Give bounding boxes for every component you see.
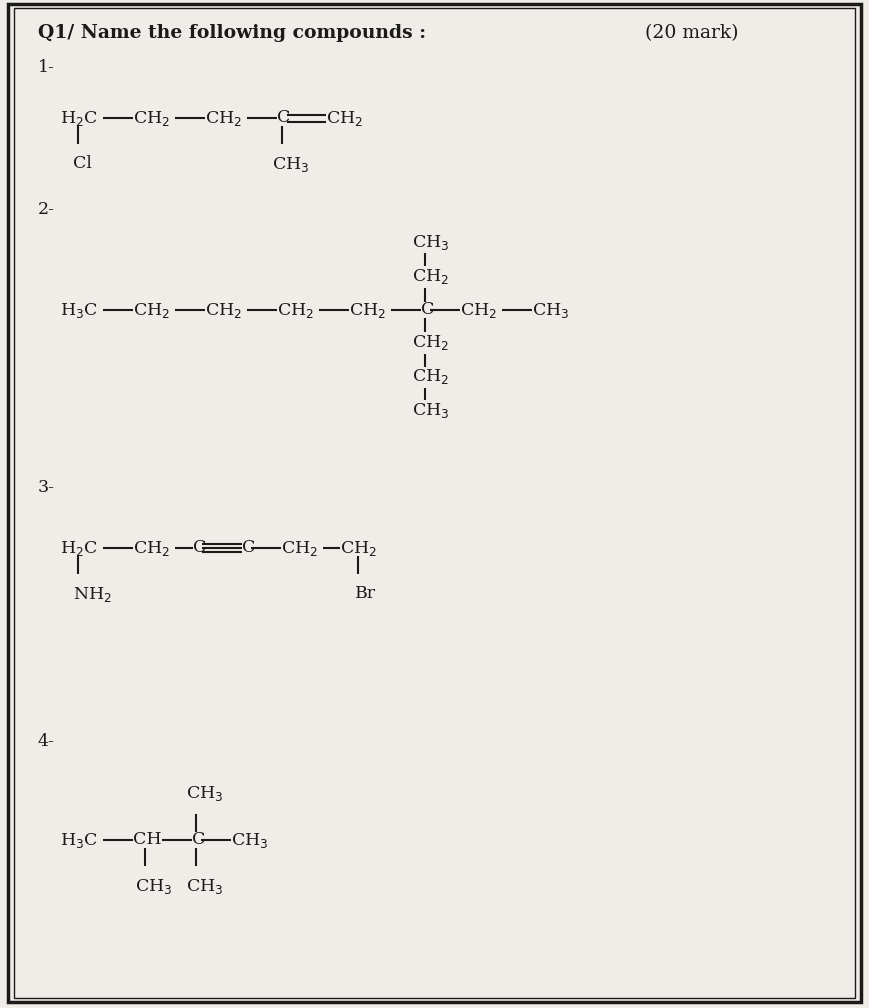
Text: 4-: 4- [38, 734, 55, 751]
Text: CH: CH [133, 832, 162, 849]
Text: CH$_3$: CH$_3$ [186, 877, 223, 896]
Text: H$_3$C: H$_3$C [60, 831, 98, 850]
Text: Cl: Cl [73, 155, 92, 172]
Text: Q1/ Name the following compounds :: Q1/ Name the following compounds : [38, 24, 426, 42]
Text: CH$_2$: CH$_2$ [281, 538, 318, 557]
Text: H$_2$C: H$_2$C [60, 109, 98, 127]
Text: H$_2$C: H$_2$C [60, 538, 98, 557]
Text: CH$_3$: CH$_3$ [231, 831, 269, 850]
Text: CH$_3$: CH$_3$ [272, 155, 309, 174]
Text: CH$_2$: CH$_2$ [205, 109, 242, 127]
Text: CH$_2$: CH$_2$ [412, 368, 449, 386]
Text: CH$_3$: CH$_3$ [135, 877, 172, 896]
Text: C: C [192, 832, 205, 849]
Text: C: C [277, 110, 290, 126]
Text: CH$_2$: CH$_2$ [340, 538, 377, 557]
Text: 1-: 1- [38, 59, 55, 77]
Text: CH$_2$: CH$_2$ [277, 300, 314, 320]
Text: H$_3$C: H$_3$C [60, 300, 98, 320]
Text: CH$_2$: CH$_2$ [205, 300, 242, 320]
Text: (20 mark): (20 mark) [645, 24, 739, 42]
Text: C: C [242, 539, 255, 556]
Text: CH$_2$: CH$_2$ [412, 267, 449, 286]
Text: CH$_3$: CH$_3$ [412, 400, 449, 419]
Text: CH$_2$: CH$_2$ [460, 300, 497, 320]
Text: CH$_3$: CH$_3$ [186, 784, 223, 803]
Text: CH$_3$: CH$_3$ [412, 234, 449, 252]
Text: CH$_2$: CH$_2$ [133, 300, 170, 320]
Text: 3-: 3- [38, 480, 55, 497]
Text: NH$_2$: NH$_2$ [73, 585, 112, 604]
Text: 2-: 2- [38, 202, 55, 219]
Text: CH$_2$: CH$_2$ [326, 109, 363, 127]
Text: CH$_3$: CH$_3$ [532, 300, 569, 320]
Text: C: C [421, 301, 434, 319]
Text: C: C [193, 539, 206, 556]
Text: CH$_2$: CH$_2$ [412, 334, 449, 353]
Text: Br: Br [355, 585, 376, 602]
Text: CH$_2$: CH$_2$ [133, 538, 170, 557]
Text: CH$_2$: CH$_2$ [349, 300, 386, 320]
Text: CH$_2$: CH$_2$ [133, 109, 170, 127]
